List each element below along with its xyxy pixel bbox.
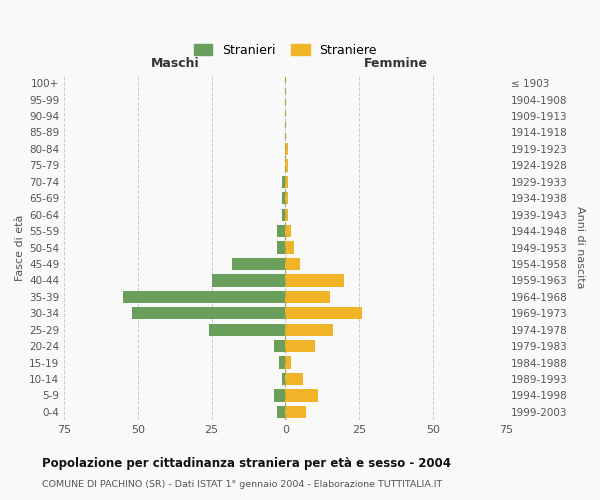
- Text: Popolazione per cittadinanza straniera per età e sesso - 2004: Popolazione per cittadinanza straniera p…: [42, 458, 451, 470]
- Bar: [286, 225, 291, 237]
- Y-axis label: Anni di nascita: Anni di nascita: [575, 206, 585, 289]
- Bar: [286, 242, 294, 254]
- Bar: [286, 373, 303, 385]
- Bar: [286, 258, 300, 270]
- Bar: [277, 242, 286, 254]
- Bar: [286, 356, 291, 369]
- Bar: [286, 406, 306, 418]
- Bar: [286, 159, 289, 172]
- Bar: [232, 258, 286, 270]
- Text: COMUNE DI PACHINO (SR) - Dati ISTAT 1° gennaio 2004 - Elaborazione TUTTITALIA.IT: COMUNE DI PACHINO (SR) - Dati ISTAT 1° g…: [42, 480, 442, 489]
- Bar: [286, 324, 332, 336]
- Bar: [283, 373, 286, 385]
- Bar: [286, 340, 315, 352]
- Y-axis label: Fasce di età: Fasce di età: [15, 214, 25, 280]
- Bar: [283, 208, 286, 221]
- Bar: [283, 192, 286, 204]
- Bar: [277, 406, 286, 418]
- Bar: [280, 356, 286, 369]
- Bar: [286, 390, 318, 402]
- Bar: [286, 208, 289, 221]
- Text: Maschi: Maschi: [151, 57, 199, 70]
- Bar: [132, 307, 286, 320]
- Bar: [209, 324, 286, 336]
- Text: Femmine: Femmine: [364, 57, 428, 70]
- Bar: [286, 307, 362, 320]
- Bar: [286, 176, 289, 188]
- Bar: [283, 176, 286, 188]
- Bar: [286, 274, 344, 286]
- Bar: [286, 192, 289, 204]
- Bar: [123, 290, 286, 303]
- Bar: [277, 225, 286, 237]
- Bar: [286, 143, 289, 155]
- Bar: [212, 274, 286, 286]
- Bar: [274, 340, 286, 352]
- Legend: Stranieri, Straniere: Stranieri, Straniere: [190, 40, 381, 60]
- Bar: [274, 390, 286, 402]
- Bar: [286, 290, 329, 303]
